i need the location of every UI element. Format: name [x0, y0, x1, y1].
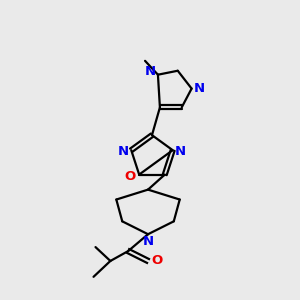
Text: N: N: [142, 235, 154, 248]
Text: O: O: [151, 254, 163, 268]
Text: N: N: [118, 145, 129, 158]
Text: N: N: [175, 145, 186, 158]
Text: O: O: [124, 170, 136, 183]
Text: N: N: [144, 65, 156, 78]
Text: N: N: [194, 82, 205, 95]
